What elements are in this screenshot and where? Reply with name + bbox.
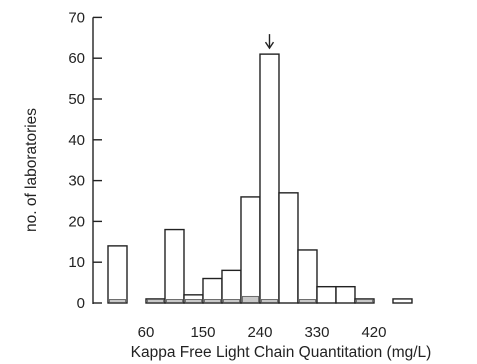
bar-inner-segment [109,299,126,303]
bar-inner-segment [223,299,240,303]
bars [107,53,413,304]
y-tick-label: 70 [68,9,85,26]
arrow-head [264,41,275,50]
x-axis-label: Kappa Free Light Chain Quantitation (mg/… [131,344,432,361]
x-tick-label: 330 [304,324,329,341]
bar-inner-segment [299,299,316,303]
target-arrow-icon [264,34,275,50]
y-tick-label: 0 [77,295,85,312]
y-axis: 0 10 20 30 40 50 60 70 [68,9,102,312]
y-axis-label: no. of laboratories [23,108,40,232]
bar [107,245,128,304]
y-tick-label: 40 [68,132,85,149]
bar [335,285,356,304]
y-tick-label: 60 [68,50,85,67]
x-tick-label: 150 [190,324,215,341]
bar [316,285,337,304]
bar [259,53,280,304]
bar-inner-segment [261,299,278,303]
bar [164,228,185,304]
x-tick-labels: 60 150 240 330 420 [138,324,387,341]
bar [392,298,413,304]
y-tick-label: 30 [68,173,85,190]
bar-inner-segment [204,299,221,303]
y-tick-label: 50 [68,91,85,108]
y-tick-label: 20 [68,213,85,230]
bar [221,269,242,304]
bar-inner-segment [242,295,259,303]
x-tick-label: 60 [138,324,155,341]
bar [297,249,318,304]
bar-inner-segment [166,299,183,303]
bar-inner-segment [356,299,373,303]
bar [240,196,261,304]
y-tick-label: 10 [68,254,85,271]
bar-inner-segment [147,299,164,303]
bar [278,192,299,304]
x-tick-label: 240 [247,324,272,341]
bar-inner-segment [185,299,202,303]
x-tick-label: 420 [361,324,386,341]
